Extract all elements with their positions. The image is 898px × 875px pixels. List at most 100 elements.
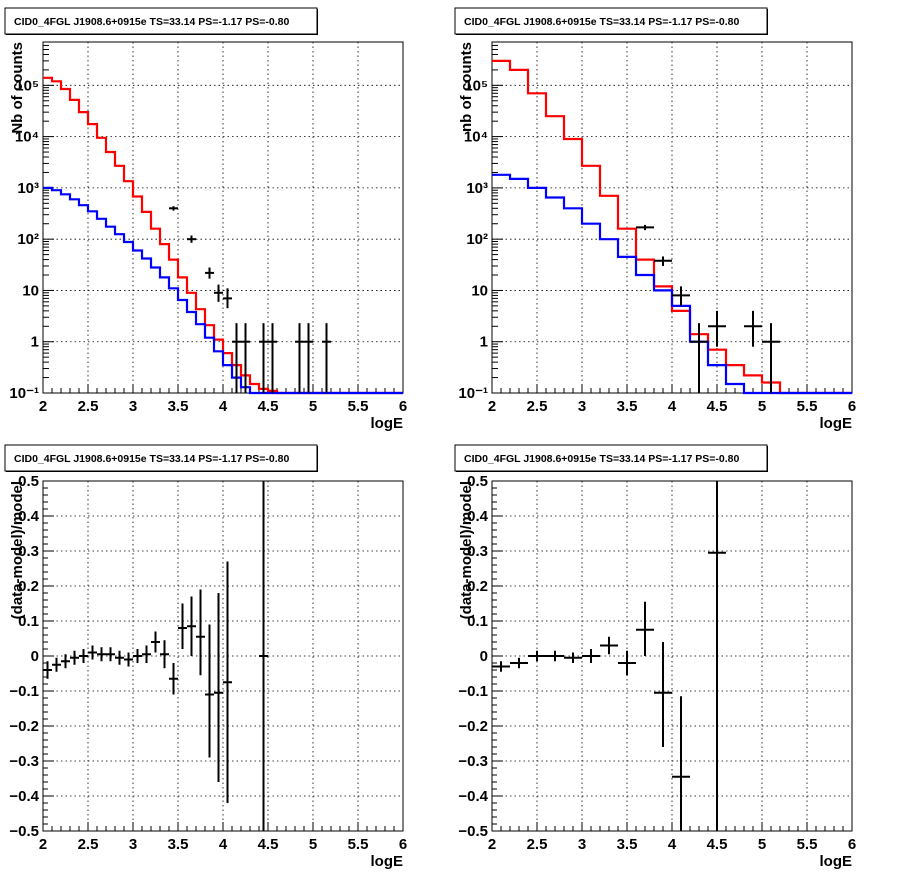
y-tick-label: 0.1 xyxy=(18,613,39,630)
data-point xyxy=(510,657,528,669)
y-tick-label: 10 xyxy=(471,282,488,299)
x-tick-label: 4.5 xyxy=(707,398,728,415)
y-tick-label: 0.2 xyxy=(467,578,488,595)
data-point xyxy=(223,561,232,803)
data-point xyxy=(196,589,205,676)
data-point xyxy=(546,650,564,662)
y-tick-label: −0.2 xyxy=(458,718,488,735)
data-point xyxy=(178,603,187,649)
data-point xyxy=(690,323,708,393)
chart-panel-3: CID0_4FGL J1908.6+0915e TS=33.14 PS=-1.1… xyxy=(4,444,407,870)
chart-title: CID0_4FGL J1908.6+0915e TS=33.14 PS=-1.1… xyxy=(464,16,739,28)
data-point xyxy=(124,652,133,667)
x-tick-label: 5.5 xyxy=(348,398,369,415)
data-point xyxy=(654,642,672,747)
y-axis-label: (data-model)/model xyxy=(458,481,475,619)
x-tick-label: 6 xyxy=(848,836,856,853)
data-point xyxy=(187,596,196,656)
x-tick-label: 2 xyxy=(488,398,496,415)
y-tick-label: 0 xyxy=(31,648,39,665)
data-point xyxy=(52,657,61,672)
y-tick-label: 10⁻¹ xyxy=(9,385,39,402)
data-point xyxy=(223,288,232,309)
x-tick-label: 4 xyxy=(668,398,677,415)
y-axis-label: (data-model)/model xyxy=(9,481,26,619)
data-point xyxy=(564,652,582,663)
y-tick-label: 0.5 xyxy=(467,473,488,490)
title-box xyxy=(4,444,318,472)
data-point xyxy=(268,323,277,393)
data-point xyxy=(61,654,70,669)
y-tick-label: 1 xyxy=(480,334,488,351)
x-tick-label: 6 xyxy=(399,398,407,415)
y-tick-label: 10⁵ xyxy=(464,77,488,94)
y-tick-label: 0 xyxy=(480,648,488,665)
title-box xyxy=(454,444,768,472)
y-tick-label: 10² xyxy=(466,231,488,248)
x-tick-label: 3 xyxy=(578,836,586,853)
y-tick-label: 1 xyxy=(31,334,39,351)
y-tick-label: 10³ xyxy=(466,180,488,197)
x-tick-label: 3.5 xyxy=(168,398,189,415)
data-point xyxy=(600,636,618,655)
title-box xyxy=(454,7,768,35)
data-point xyxy=(241,323,250,393)
x-axis-label: logE xyxy=(371,853,404,870)
data-point xyxy=(88,645,97,660)
y-tick-label: 0.4 xyxy=(467,508,489,525)
chart-title: CID0_4FGL J1908.6+0915e TS=33.14 PS=-1.1… xyxy=(464,453,739,465)
x-tick-label: 5 xyxy=(309,836,317,853)
y-tick-label: −0.4 xyxy=(9,788,39,805)
data-point xyxy=(672,286,690,306)
y-tick-label: 10⁵ xyxy=(15,77,39,94)
x-tick-label: 3 xyxy=(578,398,586,415)
y-tick-label: 0.5 xyxy=(18,473,39,490)
y-tick-label: 10⁴ xyxy=(15,129,39,146)
x-tick-label: 2.5 xyxy=(527,836,548,853)
x-tick-label: 4.5 xyxy=(258,836,279,853)
chart-title: CID0_4FGL J1908.6+0915e TS=33.14 PS=-1.1… xyxy=(14,453,289,465)
y-tick-label: 10⁴ xyxy=(464,129,488,146)
y-axis-label: nb of counts xyxy=(458,42,475,132)
data-point xyxy=(304,323,313,393)
data-point xyxy=(232,323,241,393)
data-point xyxy=(295,323,304,393)
x-tick-label: 4.5 xyxy=(707,836,728,853)
x-tick-label: 6 xyxy=(848,398,856,415)
y-tick-label: 0.1 xyxy=(467,613,488,630)
x-tick-label: 3 xyxy=(129,398,137,415)
chart-panel-4: CID0_4FGL J1908.6+0915e TS=33.14 PS=-1.1… xyxy=(454,444,856,870)
y-tick-label: 10⁻¹ xyxy=(458,385,488,402)
y-tick-label: 0.4 xyxy=(18,508,40,525)
y-tick-label: −0.4 xyxy=(458,788,488,805)
x-tick-label: 2.5 xyxy=(527,398,548,415)
x-tick-label: 5 xyxy=(758,836,766,853)
x-tick-label: 5 xyxy=(309,398,317,415)
data-point xyxy=(169,663,178,695)
x-tick-label: 5 xyxy=(758,398,766,415)
data-point xyxy=(582,649,600,663)
data-point xyxy=(214,593,223,782)
x-tick-label: 3.5 xyxy=(617,836,638,853)
x-tick-label: 4 xyxy=(219,836,228,853)
histogram-series-1 xyxy=(43,76,403,395)
histogram-series-2 xyxy=(492,173,852,395)
x-tick-label: 3.5 xyxy=(617,398,638,415)
y-tick-label: −0.3 xyxy=(458,753,488,770)
data-point xyxy=(762,323,780,393)
y-tick-label: 10³ xyxy=(17,180,39,197)
data-point xyxy=(43,661,52,679)
data-point xyxy=(636,601,654,656)
data-point xyxy=(322,323,331,393)
y-tick-label: 0.3 xyxy=(467,543,488,560)
data-point xyxy=(187,235,196,243)
x-tick-label: 4 xyxy=(668,836,677,853)
data-point xyxy=(636,224,654,231)
x-tick-label: 5.5 xyxy=(797,398,818,415)
x-tick-label: 3.5 xyxy=(168,836,189,853)
x-tick-label: 4.5 xyxy=(258,398,279,415)
y-tick-label: 10 xyxy=(22,282,39,299)
x-tick-label: 2 xyxy=(39,398,47,415)
data-point xyxy=(654,256,672,266)
